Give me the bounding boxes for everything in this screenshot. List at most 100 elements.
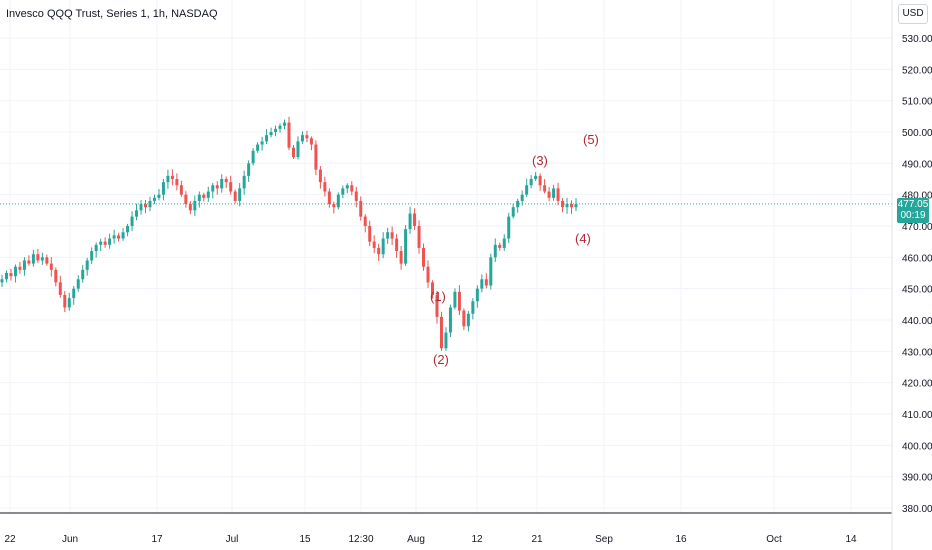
candle-body (359, 200, 363, 217)
candle-body (9, 273, 13, 277)
candle (126, 223, 130, 237)
candle (215, 181, 219, 195)
candle (85, 257, 89, 276)
candle (314, 140, 318, 176)
y-tick-label: 460.00 (902, 253, 932, 264)
candle-body (269, 132, 273, 136)
candle-body (408, 213, 412, 230)
y-tick-label: 490.00 (902, 159, 932, 170)
candle (72, 285, 76, 305)
y-tick-label: 380.00 (902, 504, 932, 515)
candle-body (323, 182, 327, 192)
candle (300, 131, 304, 144)
candle-body (144, 204, 147, 208)
candle-body (126, 226, 130, 233)
candle (543, 179, 547, 194)
candle (170, 169, 174, 186)
candle-body (475, 288, 479, 302)
candle-body (256, 144, 260, 151)
candle-body (40, 257, 44, 261)
candle-body (507, 216, 511, 239)
candle-body (18, 266, 22, 270)
candle (318, 166, 322, 189)
y-tick-label: 520.00 (902, 65, 932, 76)
candle-body (332, 204, 336, 208)
candle (233, 189, 237, 204)
candle-body (283, 122, 287, 126)
candle-body (565, 204, 569, 208)
grid (0, 0, 892, 513)
candle-body (179, 185, 183, 195)
candle-body (489, 257, 493, 286)
y-axis[interactable]: 530.00 520.00 510.00 500.00 490.00 480.00 470.… (902, 34, 932, 515)
candle-body (314, 144, 318, 170)
candle-body (305, 135, 309, 139)
x-tick-label: 15 (299, 534, 311, 545)
candle (40, 252, 44, 265)
candle (404, 225, 408, 266)
candle-body (265, 135, 269, 142)
candle (511, 203, 515, 219)
candle-body (444, 332, 448, 349)
chart-title: Invesco QQQ Trust, Series 1, 1h, NASDAQ (6, 8, 218, 20)
x-tick-label: 12 (471, 534, 483, 545)
x-axis[interactable]: 22 Jun 17 Jul 15 12:30 Aug 12 21 Sep 16 Oct 14 (4, 534, 857, 545)
candle-body (386, 232, 390, 239)
candle-body (148, 200, 152, 208)
candle-body (22, 260, 26, 270)
candle (489, 253, 493, 290)
candle (444, 327, 448, 351)
candle-body (318, 169, 322, 183)
candle-body (300, 135, 304, 142)
candle-body (58, 282, 62, 295)
candle (278, 123, 282, 133)
candle-body (188, 204, 192, 211)
candle (565, 197, 569, 214)
candle-body (229, 182, 233, 192)
candle-body (139, 204, 143, 211)
candle-body (561, 200, 565, 208)
candle (520, 190, 524, 206)
candle (36, 248, 40, 264)
candle-body (202, 194, 206, 198)
candle-body (161, 182, 165, 195)
candle (13, 264, 17, 283)
candle (493, 238, 497, 263)
candle (372, 235, 376, 254)
candle (94, 242, 98, 258)
candle (350, 181, 354, 196)
candle-body (274, 128, 278, 132)
candle (336, 192, 340, 210)
currency-button[interactable]: USD (898, 4, 928, 24)
candle-body (175, 179, 179, 186)
candle-body (117, 235, 121, 239)
candle-body (417, 226, 421, 248)
candle (9, 268, 13, 281)
candle (22, 257, 26, 276)
candle (117, 232, 121, 242)
candle-body (498, 244, 502, 248)
candle (538, 173, 542, 191)
candle (453, 288, 457, 310)
candle-body (372, 241, 376, 248)
candle (309, 136, 313, 151)
candle-body (278, 125, 282, 129)
candle-body (251, 150, 255, 164)
candle-body (63, 294, 67, 308)
candle-body (206, 191, 210, 198)
candle (238, 182, 242, 207)
candle-body (220, 179, 224, 189)
candle (556, 182, 560, 206)
candle-body (238, 188, 242, 201)
candle (152, 194, 156, 204)
candle-body (462, 310, 466, 327)
candle (274, 125, 278, 137)
candle-body (0, 279, 4, 283)
last-price-badge: 477.05 00:19 (897, 198, 929, 223)
candle-body (260, 141, 264, 145)
candle-body (327, 191, 331, 205)
candle (31, 249, 35, 267)
candle-body (166, 175, 170, 183)
candle-body (157, 194, 161, 198)
